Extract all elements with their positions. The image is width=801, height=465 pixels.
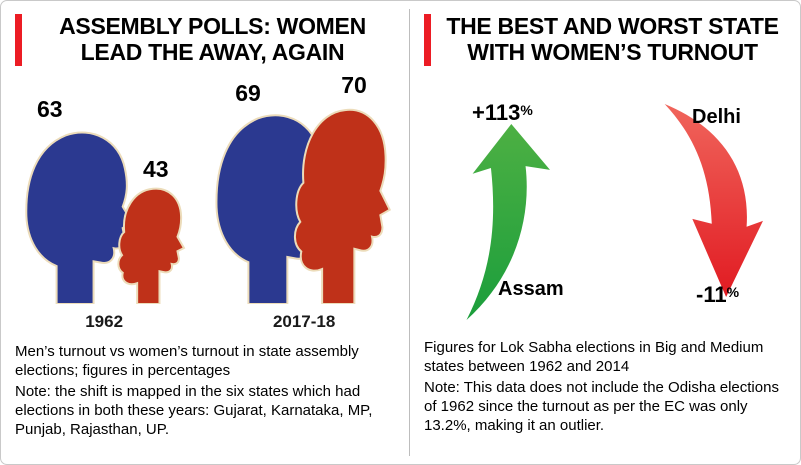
turnout-head-figures: 63 43 1962 69 70 2017-18 [15, 66, 395, 332]
percent-sign: % [520, 101, 533, 118]
assembly-polls-panel: ASSEMBLY POLLS: WOMEN LEAD THE AWAY, AGA… [1, 1, 409, 464]
worst-state-label: Delhi [692, 105, 741, 128]
percent-sign: % [726, 283, 740, 300]
panel-divider [409, 9, 410, 456]
title-accent-bar [424, 14, 431, 66]
left-title-row: ASSEMBLY POLLS: WOMEN LEAD THE AWAY, AGA… [15, 13, 395, 66]
men-turnout-1962: 63 [37, 95, 63, 122]
right-caption: Figures for Lok Sabha elections in Big a… [424, 338, 764, 375]
title-accent-bar [15, 14, 22, 66]
best-change-value: +113% [472, 100, 533, 126]
best-change-number: +113 [472, 99, 521, 125]
group-2017-18: 69 70 2017-18 [213, 72, 397, 332]
women-turnout-1962: 43 [143, 155, 169, 182]
left-note: Note: the shift is mapped in the six sta… [15, 382, 373, 438]
men-turnout-2017-18: 69 [235, 79, 261, 106]
right-panel-title: THE BEST AND WORST STATE WITH WOMEN’S TU… [439, 13, 786, 66]
best-worst-arrows-figure: +113% Assam Delhi [424, 100, 786, 324]
up-arrow-icon [466, 123, 550, 320]
best-worst-state-panel: THE BEST AND WORST STATE WITH WOMEN’S TU… [410, 1, 800, 464]
right-title-row: THE BEST AND WORST STATE WITH WOMEN’S TU… [424, 13, 786, 66]
man-silhouette-icon [23, 126, 135, 304]
year-label-1962: 1962 [85, 311, 124, 331]
right-note: Note: This data does not include the Odi… [424, 378, 779, 434]
left-panel-title: ASSEMBLY POLLS: WOMEN LEAD THE AWAY, AGA… [30, 13, 395, 66]
women-turnout-2017-18: 70 [341, 71, 367, 98]
left-title-line2: LEAD THE AWAY, AGAIN [80, 38, 345, 65]
worst-change-value: -11% [696, 282, 739, 308]
right-title-line1: THE BEST AND WORST STATE [446, 13, 779, 39]
woman-silhouette-icon [293, 102, 397, 304]
woman-silhouette-icon [117, 184, 189, 304]
down-arrow-icon [664, 103, 763, 297]
left-title-line1: ASSEMBLY POLLS: WOMEN [59, 13, 366, 39]
year-label-2017-18: 2017-18 [272, 311, 336, 331]
left-caption: Men’s turnout vs women’s turnout in stat… [15, 342, 359, 379]
worst-change-number: -11 [696, 281, 727, 307]
right-title-line2: WITH WOMEN’S TURNOUT [467, 38, 758, 65]
best-state-label: Assam [498, 277, 564, 300]
group-1962: 63 43 1962 [21, 80, 187, 332]
